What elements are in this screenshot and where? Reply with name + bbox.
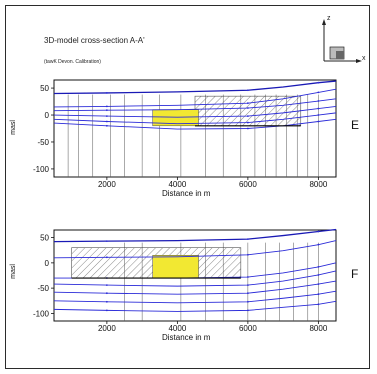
- panel-label-f: F: [351, 267, 359, 281]
- y-tick-label-e-1: 0: [45, 111, 50, 120]
- triad-x-label: x: [362, 55, 366, 62]
- series-point-f-6-3: [246, 309, 249, 312]
- x-tick-label-e-1: 4000: [168, 180, 186, 189]
- x-tick-label-e-3: 8000: [309, 180, 327, 189]
- series-point-e-0-5: [317, 81, 320, 84]
- series-point-e-4-1: [105, 120, 108, 123]
- series-point-e-0-1: [105, 92, 108, 94]
- series-point-e-2-3: [246, 107, 249, 109]
- x-tick-label-e-2: 6000: [239, 180, 257, 189]
- series-point-f-0-5: [317, 230, 320, 233]
- figure-frame: [5, 5, 370, 369]
- series-point-f-0-3: [246, 238, 249, 241]
- series-point-e-1-5: [317, 91, 320, 94]
- panel-e-xlabel: Distance in m: [162, 189, 211, 198]
- series-point-e-1-3: [246, 102, 249, 105]
- series-point-e-5-5: [317, 120, 320, 123]
- highlight-zone-f: [152, 255, 199, 279]
- y-tick-label-f-2: -50: [37, 284, 49, 293]
- x-tick-label-e-0: 2000: [98, 180, 116, 189]
- series-point-f-3-1: [105, 284, 108, 287]
- series-point-f-1-3: [246, 253, 249, 256]
- x-tick-label-f-3: 8000: [309, 324, 327, 333]
- series-point-e-4-3: [246, 121, 249, 124]
- series-point-e-0-3: [246, 89, 249, 92]
- y-tick-label-f-0: 50: [40, 234, 49, 243]
- figure-title: 3D-model cross-section A-A': [44, 36, 145, 45]
- series-point-f-6-1: [105, 309, 108, 312]
- panel-label-e: E: [351, 118, 360, 132]
- plot-area-e: [53, 79, 337, 178]
- series-point-e-3-1: [105, 115, 108, 118]
- y-tick-label-e-2: -50: [37, 138, 49, 147]
- series-point-f-5-3: [246, 300, 249, 303]
- series-point-f-1-5: [317, 243, 320, 246]
- y-tick-label-e-3: -100: [33, 165, 50, 174]
- series-point-f-4-3: [246, 292, 249, 295]
- series-point-e-5-3: [246, 127, 249, 130]
- x-tick-label-f-1: 4000: [168, 324, 186, 333]
- series-point-f-4-5: [317, 283, 320, 285]
- series-point-f-6-5: [317, 303, 320, 306]
- series-line-f-0: [53, 228, 337, 243]
- series-point-f-5-5: [317, 293, 320, 296]
- panel-f-xlabel: Distance in m: [162, 333, 211, 342]
- triad-z-label: z: [327, 15, 331, 22]
- series-point-f-2-5: [317, 266, 320, 268]
- series-point-f-5-1: [105, 300, 108, 303]
- series-point-e-2-5: [317, 100, 320, 102]
- series-point-f-3-5: [317, 274, 320, 276]
- y-tick-label-f-1: 0: [45, 259, 50, 268]
- series-point-f-1-1: [105, 256, 108, 259]
- axis-triad-icon: z x: [318, 15, 366, 67]
- series-point-f-2-3: [246, 276, 249, 278]
- series-point-e-2-1: [105, 109, 108, 112]
- x-tick-label-f-2: 6000: [239, 324, 257, 333]
- series-point-f-3-3: [246, 284, 249, 287]
- series-point-e-4-5: [317, 114, 320, 116]
- figure-subtitle: (tawK Devon. Calibration): [44, 59, 101, 65]
- series-point-e-3-5: [317, 107, 320, 110]
- series-point-e-5-1: [105, 124, 108, 127]
- series-point-e-1-1: [105, 105, 108, 108]
- y-tick-label-f-3: -100: [33, 309, 50, 318]
- series-point-e-3-3: [246, 115, 249, 118]
- y-tick-label-e-0: 50: [40, 84, 49, 93]
- series-point-f-4-1: [105, 292, 108, 295]
- panel-f-ylabel: masl: [9, 264, 17, 279]
- x-tick-label-f-0: 2000: [98, 324, 116, 333]
- series-point-f-0-1: [105, 240, 108, 243]
- plot-area-f: [53, 229, 337, 322]
